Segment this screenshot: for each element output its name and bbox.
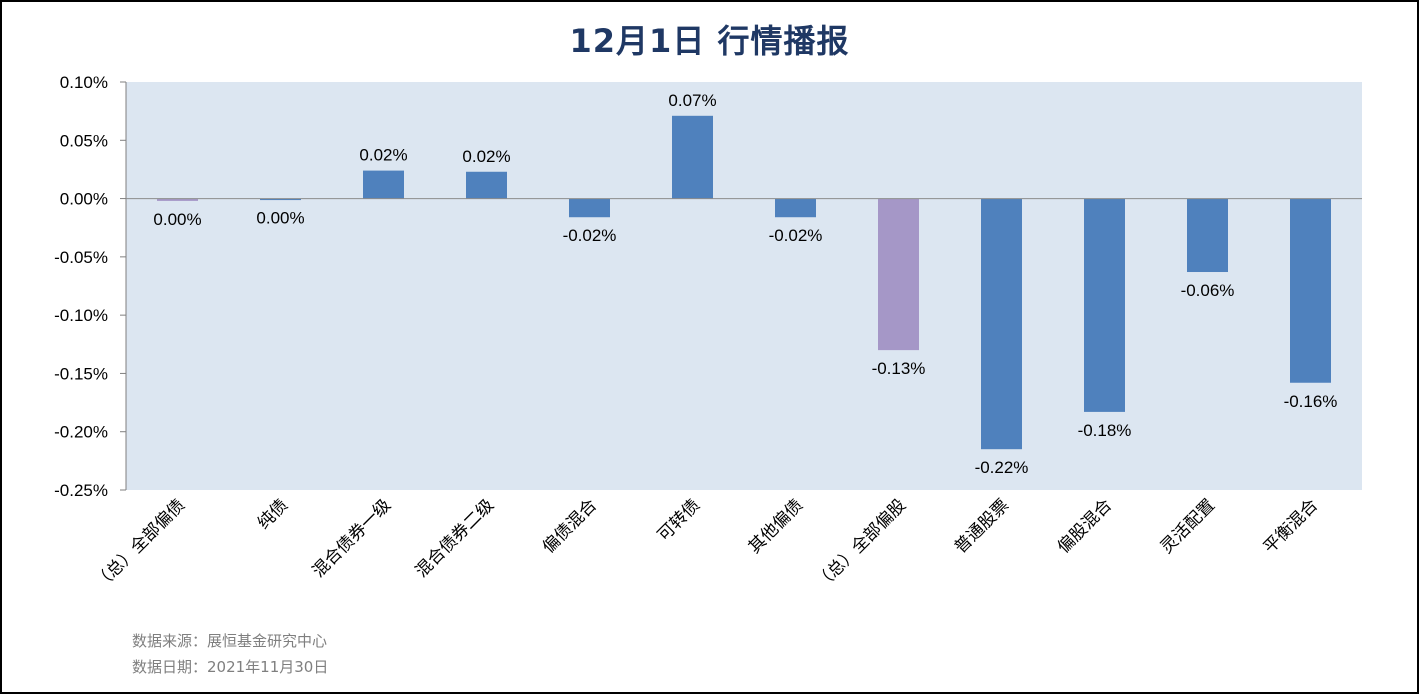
category-label: 混合债券二级 — [412, 495, 498, 581]
category-label: 可转债 — [654, 495, 704, 545]
y-tick-label: -0.25% — [54, 481, 108, 500]
data-label: 0.07% — [668, 91, 716, 110]
bar — [363, 170, 404, 199]
bar — [466, 171, 507, 199]
y-tick-label: -0.20% — [54, 423, 108, 442]
bar — [672, 115, 713, 199]
data-label: -0.22% — [975, 458, 1029, 477]
category-label: 纯债 — [254, 495, 292, 533]
y-axis: 0.10% 0.05% 0.00% -0.05% -0.10% -0.15% -0.20% -… — [54, 73, 127, 500]
bar — [260, 198, 301, 201]
y-tick-label: -0.10% — [54, 306, 108, 325]
bars — [157, 115, 1331, 450]
data-label: -0.02% — [563, 226, 617, 245]
y-tick-label: -0.15% — [54, 364, 108, 383]
bar — [569, 198, 610, 218]
data-label: 0.00% — [256, 209, 304, 228]
data-labels: 0.00% 0.00% 0.02% 0.02% -0.02% 0.07% -0.02% -0.… — [153, 91, 1337, 477]
y-tick-label: 0.00% — [60, 190, 108, 209]
plot-area — [126, 82, 1362, 490]
chart-title: 12月1日 行情播报 — [569, 22, 850, 60]
data-label: -0.13% — [872, 359, 926, 378]
data-label: 0.02% — [359, 146, 407, 165]
data-label: -0.06% — [1181, 281, 1235, 300]
y-tick-label: -0.05% — [54, 248, 108, 267]
data-label: 0.02% — [462, 147, 510, 166]
y-tick-label: 0.05% — [60, 131, 108, 150]
category-labels: （总）全部偏债 纯债 混合债券一级 混合债券二级 偏债混合 可转债 其他偏债 （总）全部偏股普… — [91, 495, 1322, 593]
data-label: -0.02% — [769, 226, 823, 245]
bar — [1187, 198, 1228, 273]
category-label: 混合债券一级 — [309, 495, 395, 581]
data-label: 0.00% — [153, 210, 201, 229]
date-line: 数据日期：2021年11月30日 — [132, 658, 329, 676]
category-label: 其他偏债 — [745, 495, 807, 557]
bar — [157, 198, 198, 201]
category-label: 灵活配置 — [1157, 495, 1219, 557]
category-label: 普通股票 — [951, 495, 1013, 557]
y-tick-label: 0.10% — [60, 73, 108, 92]
category-label: 偏股混合 — [1054, 495, 1116, 557]
source-line: 数据来源：展恒基金研究中心 — [132, 632, 328, 650]
data-label: -0.16% — [1284, 392, 1338, 411]
category-label: （总）全部偏股 — [812, 495, 910, 593]
category-label: （总）全部偏债 — [91, 495, 189, 593]
data-label: -0.18% — [1078, 421, 1132, 440]
category-label: 平衡混合 — [1260, 495, 1322, 557]
category-label: 偏债混合 — [539, 495, 601, 557]
bar — [1084, 198, 1125, 412]
bar — [1290, 198, 1331, 383]
bar — [775, 198, 816, 218]
bar — [981, 198, 1022, 450]
bar — [878, 198, 919, 351]
